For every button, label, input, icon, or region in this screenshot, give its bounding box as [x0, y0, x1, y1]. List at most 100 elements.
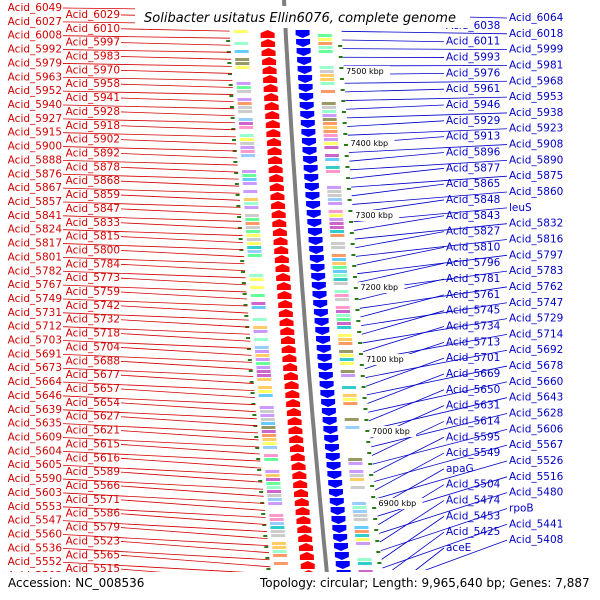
forward-gene-label: Acid_5918 [66, 120, 120, 132]
annotation-block [267, 490, 282, 493]
reverse-gene-arrow [324, 435, 339, 443]
annotation-block [235, 66, 250, 69]
forward-gene-label: Acid_5958 [66, 78, 120, 90]
annotation-block [271, 534, 286, 537]
forward-gene-arrow [281, 345, 296, 353]
annotation-block [257, 374, 272, 377]
forward-gene-label: Acid_5566 [66, 480, 121, 492]
annotation-block [321, 106, 336, 109]
annotation-block [328, 202, 343, 205]
reverse-gene-label: rpoB [509, 502, 534, 514]
map-title: Solibacter usitatus Ellin6076, complete … [144, 11, 456, 26]
leader-line [373, 436, 445, 474]
annotation-block [322, 122, 337, 125]
annotation-block [270, 530, 285, 533]
leader-line [120, 430, 259, 441]
forward-gene-label: Acid_5927 [8, 113, 62, 125]
reverse-gene-label: Acid_6011 [446, 36, 500, 48]
forward-gene-label: Acid_5712 [8, 321, 62, 333]
gc-tick [228, 84, 233, 86]
kbp-marker-backdrop [348, 138, 395, 149]
forward-gene-arrow [280, 327, 295, 335]
leader-line [120, 56, 232, 60]
reverse-gene-label: Acid_5425 [446, 526, 500, 538]
forward-gene-label: Acid_5876 [8, 168, 63, 180]
annotation-block [337, 334, 352, 337]
forward-gene-label: Acid_5609 [8, 432, 62, 444]
reverse-gene-arrow [332, 525, 347, 533]
forward-gene-arrow [271, 201, 286, 209]
forward-gene-label: Acid_5657 [66, 383, 120, 395]
forward-gene-arrow [263, 75, 278, 83]
gc-tick [240, 260, 245, 262]
annotation-block [253, 330, 268, 333]
kbp-marker-backdrop [344, 66, 391, 77]
gc-tick [357, 331, 362, 333]
annotation-block [350, 486, 365, 489]
annotation-block [238, 118, 253, 121]
leader-line [62, 63, 232, 67]
gc-tick [229, 106, 234, 108]
reverse-gene-label: Acid_5614 [446, 415, 501, 427]
annotation-block [236, 82, 251, 85]
gc-tick [373, 518, 378, 520]
annotation-block [323, 134, 338, 137]
leader-line [62, 160, 238, 166]
annotation-block [318, 50, 333, 53]
annotation-block [238, 122, 253, 125]
annotation-block [338, 338, 353, 341]
forward-gene-arrow [291, 462, 306, 470]
reverse-gene-label: Acid_5877 [446, 162, 500, 174]
leader-line [365, 357, 445, 387]
leader-line [352, 191, 508, 205]
gc-tick [241, 282, 246, 284]
reverse-gene-arrow [321, 408, 336, 416]
reverse-gene-arrow [299, 102, 314, 110]
forward-gene-label: Acid_5639 [8, 404, 62, 416]
annotation-block [264, 458, 279, 461]
leader-line [357, 254, 508, 275]
forward-gene-label: Acid_5673 [8, 362, 62, 374]
kbp-marker-label: 7500 kbp [346, 67, 384, 76]
gc-tick [255, 447, 260, 449]
annotation-block [320, 82, 335, 85]
forward-gene-arrow [276, 282, 291, 290]
leader-line [62, 437, 260, 448]
forward-gene-arrow [278, 300, 293, 308]
gc-tick [234, 172, 239, 174]
gc-tick [374, 529, 379, 531]
reverse-gene-arrow [301, 138, 316, 146]
footer-backdrop [0, 572, 600, 600]
kbp-marker-backdrop [358, 282, 405, 293]
leader-line [62, 381, 255, 392]
kbp-marker-label: 7200 kbp [360, 283, 398, 292]
leader-line [120, 208, 242, 215]
forward-gene-label: Acid_5824 [8, 224, 63, 236]
forward-gene-arrow [286, 408, 301, 416]
leader-line [347, 128, 508, 136]
leader-line [120, 444, 260, 455]
leader-line [62, 243, 244, 251]
reverse-gene-arrow [333, 534, 348, 542]
gc-tick [233, 161, 238, 163]
gc-tick [239, 249, 244, 251]
leader-line [62, 201, 241, 208]
annotation-block [348, 458, 363, 461]
reverse-gene-label: Acid_5643 [509, 392, 563, 404]
forward-gene-arrow [260, 30, 275, 38]
reverse-gene-label: Acid_5567 [509, 439, 563, 451]
reverse-gene-label: Acid_5745 [446, 305, 500, 317]
forward-gene-label: Acid_5759 [66, 286, 120, 298]
leader-line [369, 397, 508, 430]
forward-gene-arrow [278, 309, 293, 317]
gc-tick [247, 359, 252, 361]
gc-tick [361, 386, 366, 388]
leader-line [354, 223, 508, 240]
gc-tick [264, 546, 269, 548]
reverse-gene-label: Acid_5890 [509, 154, 563, 166]
annotation-block [325, 166, 340, 169]
annotation-block [237, 102, 252, 105]
annotation-block [261, 426, 276, 429]
gc-tick [242, 293, 247, 295]
reverse-gene-label: Acid_5848 [446, 194, 500, 206]
